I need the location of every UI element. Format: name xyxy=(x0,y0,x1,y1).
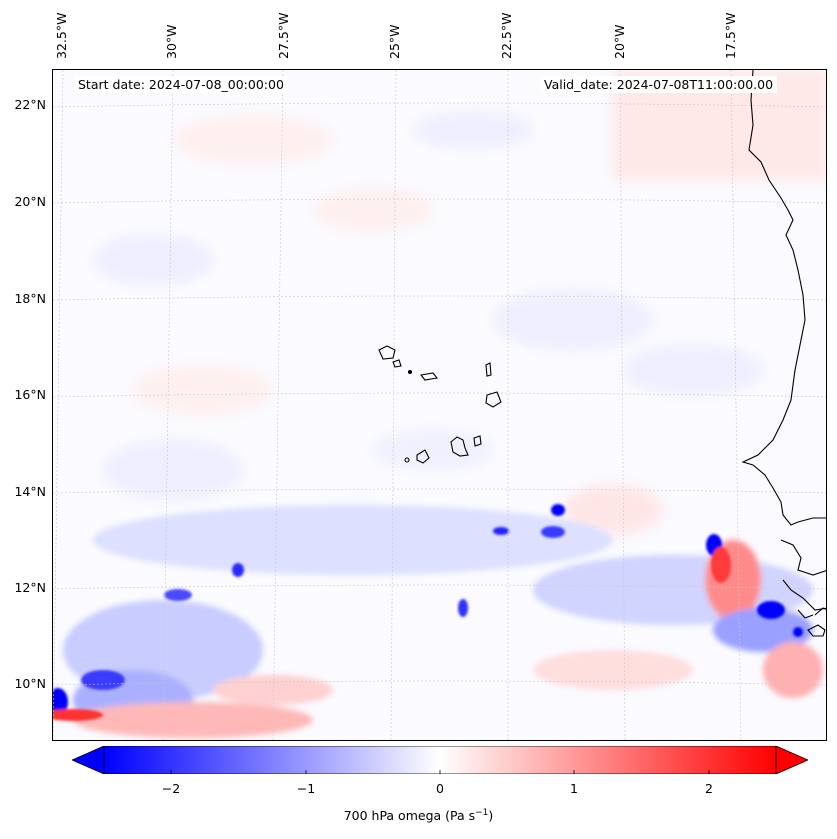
colorbar-ticks xyxy=(170,770,710,774)
longitude-label: 27.5°W xyxy=(276,12,291,59)
colorbar-tick-label: 2 xyxy=(705,781,713,796)
colorbar-label: 700 hPa omega (Pa s−1) xyxy=(343,808,494,824)
longitude-label: 30°W xyxy=(164,24,179,59)
colorbar-gradient xyxy=(103,746,777,774)
omega-field xyxy=(53,70,826,740)
start-date-label: Start date: 2024-07-08_00:00:00 xyxy=(74,76,288,93)
latitude-label: 22°N xyxy=(14,97,46,112)
colorbar-tick-label: −1 xyxy=(296,781,316,796)
longitude-label: 17.5°W xyxy=(723,12,738,59)
latitude-label: 16°N xyxy=(14,387,46,402)
colorbar-min-extend xyxy=(72,746,105,774)
background-omega-patches xyxy=(93,70,826,535)
coastline xyxy=(741,70,826,637)
strong-cells xyxy=(53,504,803,721)
longitude-label: 22.5°W xyxy=(499,12,514,59)
longitude-label: 20°W xyxy=(612,24,627,59)
latitude-label: 18°N xyxy=(14,291,46,306)
valid-date-label: Valid_date: 2024-07-08T11:00:00.00 xyxy=(540,76,778,93)
longitude-label: 32.5°W xyxy=(54,12,69,59)
latitude-label: 14°N xyxy=(14,484,46,499)
colorbar-max-extend xyxy=(775,746,808,774)
map-panel xyxy=(52,69,827,741)
latitude-label: 12°N xyxy=(14,580,46,595)
longitude-label: 25°W xyxy=(387,24,402,59)
colorbar-tick-label: −2 xyxy=(161,781,181,796)
colorbar xyxy=(72,746,808,774)
colorbar-tick-label: 1 xyxy=(570,781,578,796)
colorbar-tick-label: 0 xyxy=(436,781,444,796)
latitude-label: 10°N xyxy=(14,676,46,691)
cape-verde-islands xyxy=(378,345,502,464)
latitude-label: 20°N xyxy=(14,194,46,209)
graticule xyxy=(53,70,826,740)
